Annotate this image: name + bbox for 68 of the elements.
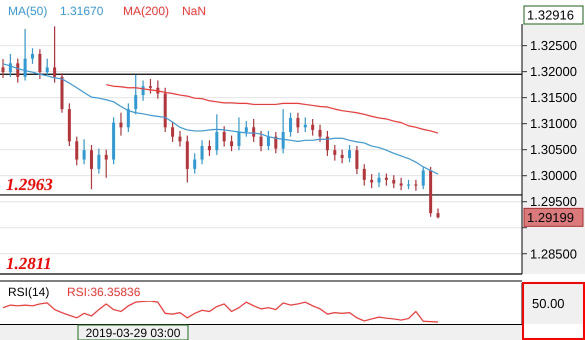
candlestick <box>355 145 358 175</box>
y-tick-label: 1.29500 <box>530 194 577 210</box>
candlestick <box>348 144 352 163</box>
candlestick <box>370 174 374 189</box>
candlestick <box>318 124 322 142</box>
candlestick <box>126 102 130 133</box>
candlestick <box>378 172 381 188</box>
candlestick <box>148 78 152 94</box>
text: MA(50) <box>8 4 48 18</box>
candlestick <box>2 58 4 78</box>
ref-line-label: 1.2963 <box>6 174 54 194</box>
candlestick <box>90 144 93 190</box>
line-series <box>106 84 439 134</box>
candlestick <box>30 48 34 64</box>
candlestick <box>134 74 138 115</box>
candlestick <box>215 114 218 156</box>
candlestick <box>296 112 300 134</box>
text: 1.29199 <box>527 210 574 225</box>
candlestick <box>384 173 388 186</box>
candlestick <box>340 149 344 164</box>
candlestick <box>237 116 240 151</box>
text: 2019-03-29 03:00 <box>86 326 181 340</box>
y-tick-label: 1.28500 <box>530 246 577 262</box>
candlestick <box>16 58 20 84</box>
candlestick <box>53 26 56 84</box>
candlestick <box>282 108 285 154</box>
candlestick <box>407 179 410 190</box>
y-tick-label: 1.30000 <box>530 168 577 184</box>
candlestick <box>208 140 211 157</box>
candlestick <box>193 152 196 174</box>
y-tick-label: 1.30500 <box>530 142 577 158</box>
candlestick <box>266 130 270 151</box>
candlestick <box>392 174 396 189</box>
candlestick <box>274 131 278 154</box>
candlestick <box>82 138 86 165</box>
text: NaN <box>182 4 206 18</box>
y-tick-label: 1.31500 <box>530 90 577 106</box>
candlestick <box>200 140 204 165</box>
candlestick <box>260 130 263 152</box>
candlestick <box>178 130 182 148</box>
candlestick <box>400 177 403 191</box>
candlestick <box>436 208 440 219</box>
candlestick <box>362 164 366 186</box>
candlestick <box>304 116 307 133</box>
y-tick-label: 1.32500 <box>530 38 577 54</box>
candlestick <box>97 148 100 174</box>
text: 50.00 <box>532 296 565 312</box>
ref-line-label: 1.2811 <box>6 254 52 273</box>
candlestick <box>119 112 122 136</box>
candlestick <box>311 118 314 136</box>
candlestick <box>222 126 226 148</box>
candlestick <box>333 144 336 162</box>
candlestick <box>244 120 248 138</box>
candlestick <box>414 179 418 192</box>
text: MA(200) <box>123 4 170 18</box>
candlestick <box>230 135 234 152</box>
candlestick <box>289 112 292 138</box>
candlestick <box>326 130 329 157</box>
y-tick-label: 1.32000 <box>530 64 577 80</box>
candlestick <box>75 136 78 166</box>
candlestick <box>171 122 174 142</box>
candlestick <box>38 48 42 80</box>
y-tick-label: 1.31000 <box>530 116 577 132</box>
text: 1.31670 <box>60 4 104 18</box>
chart-title: RSI(14) <box>8 285 50 299</box>
candlestick <box>104 149 108 178</box>
series-label: RSI:36.35836 <box>67 285 141 299</box>
text: 1.32916 <box>527 8 574 23</box>
